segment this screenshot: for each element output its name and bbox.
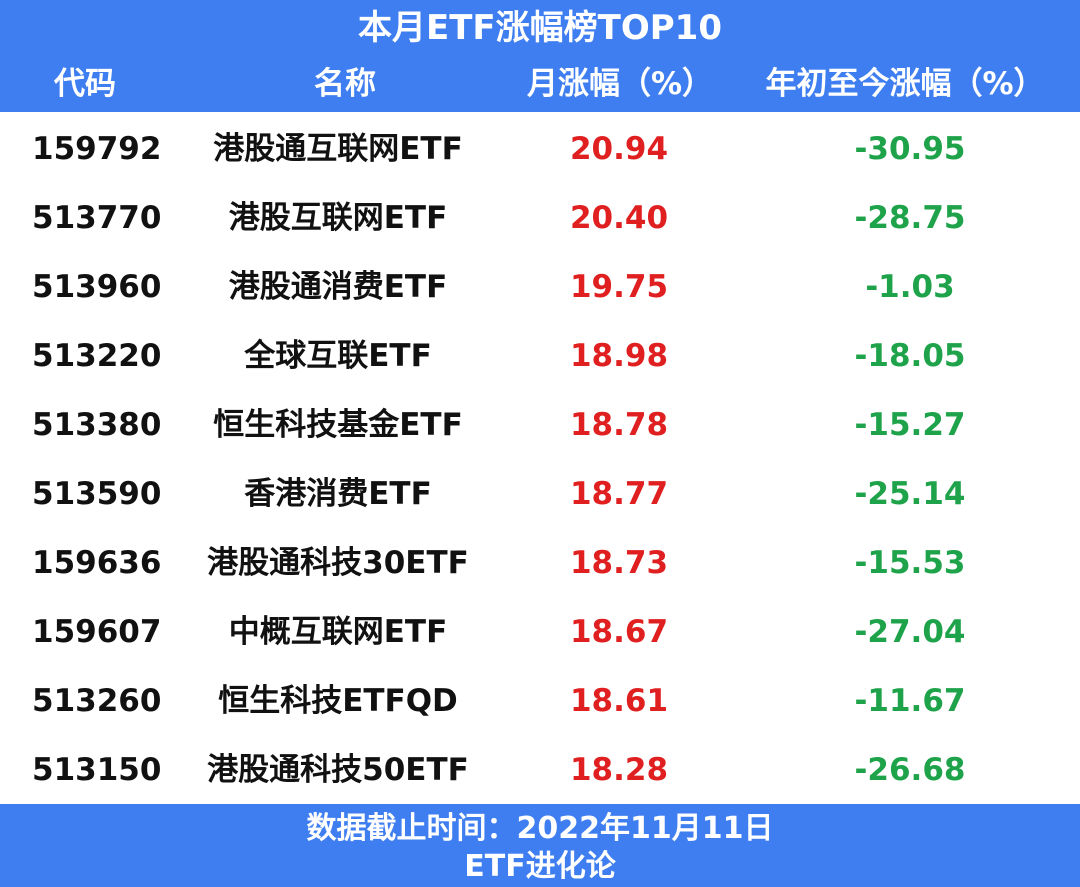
table-row: 513220 全球互联ETF 18.98 -18.05 — [0, 319, 1080, 388]
fund-name: 香港消费ETF — [244, 476, 432, 512]
table-row: 513150 港股通科技50ETF 18.28 -26.68 — [0, 733, 1080, 802]
ytd-change-value: -15.27 — [854, 407, 966, 443]
table-row: 513260 恒生科技ETFQD 18.61 -11.67 — [0, 664, 1080, 733]
source-label: ETF进化论 — [464, 849, 616, 884]
month-change-value: 19.75 — [569, 269, 669, 305]
ytd-change-value: -30.95 — [854, 131, 966, 167]
table-row: 159792 港股通互联网ETF 20.94 -30.95 — [0, 112, 1080, 181]
ytd-change-value: -28.75 — [854, 200, 966, 236]
page-title: 本月ETF涨幅榜TOP10 — [358, 8, 722, 48]
ytd-change-value: -11.67 — [854, 683, 966, 719]
fund-name: 港股通科技30ETF — [207, 545, 469, 581]
ytd-change-value: -18.05 — [854, 338, 966, 374]
table-row: 513590 香港消费ETF 18.77 -25.14 — [0, 457, 1080, 526]
month-change-value: 20.94 — [569, 131, 669, 167]
fund-name: 恒生科技ETFQD — [218, 683, 458, 719]
column-header-name: 名称 — [314, 66, 376, 102]
fund-code: 513770 — [32, 200, 162, 236]
table-row: 513960 港股通消费ETF 19.75 -1.03 — [0, 250, 1080, 319]
fund-code: 513220 — [32, 338, 162, 374]
fund-code: 513260 — [32, 683, 162, 719]
table-row: 513380 恒生科技基金ETF 18.78 -15.27 — [0, 388, 1080, 457]
fund-name: 港股通消费ETF — [228, 269, 448, 305]
table-header: 本月ETF涨幅榜TOP10 代码 名称 月涨幅（%） 年初至今涨幅（%） — [0, 0, 1080, 112]
month-change-value: 18.78 — [569, 407, 669, 443]
fund-code: 513380 — [32, 407, 162, 443]
month-change-value: 20.40 — [569, 200, 669, 236]
fund-name: 港股通科技50ETF — [207, 752, 469, 788]
month-change-value: 18.77 — [569, 476, 669, 512]
fund-code: 159607 — [32, 614, 162, 650]
data-cutoff-date: 数据截止时间：2022年11月11日 — [306, 811, 774, 846]
column-header-ytd-change: 年初至今涨幅（%） — [765, 66, 1045, 102]
ytd-change-value: -15.53 — [854, 545, 966, 581]
fund-code: 513960 — [32, 269, 162, 305]
fund-name: 恒生科技基金ETF — [213, 407, 463, 443]
fund-name: 港股互联网ETF — [228, 200, 448, 236]
ytd-change-value: -25.14 — [854, 476, 966, 512]
ytd-change-value: -27.04 — [854, 614, 966, 650]
fund-code: 513150 — [32, 752, 162, 788]
fund-code: 513590 — [32, 476, 162, 512]
column-header-month-change: 月涨幅（%） — [526, 66, 714, 102]
fund-code: 159792 — [32, 131, 162, 167]
fund-name: 中概互联网ETF — [228, 614, 448, 650]
fund-code: 159636 — [32, 545, 162, 581]
month-change-value: 18.28 — [569, 752, 669, 788]
table-body: 159792 港股通互联网ETF 20.94 -30.95 513770 港股互… — [0, 112, 1080, 804]
month-change-value: 18.67 — [569, 614, 669, 650]
footer-bar: 数据截止时间：2022年11月11日 ETF进化论 — [0, 804, 1080, 887]
fund-name: 港股通互联网ETF — [213, 131, 463, 167]
table-row: 159607 中概互联网ETF 18.67 -27.04 — [0, 595, 1080, 664]
ytd-change-value: -26.68 — [854, 752, 966, 788]
table-row: 159636 港股通科技30ETF 18.73 -15.53 — [0, 526, 1080, 595]
month-change-value: 18.73 — [569, 545, 669, 581]
table-row: 513770 港股互联网ETF 20.40 -28.75 — [0, 181, 1080, 250]
ytd-change-value: -1.03 — [865, 269, 955, 305]
column-header-code: 代码 — [54, 66, 116, 102]
month-change-value: 18.61 — [569, 683, 669, 719]
month-change-value: 18.98 — [569, 338, 669, 374]
fund-name: 全球互联ETF — [244, 338, 432, 374]
